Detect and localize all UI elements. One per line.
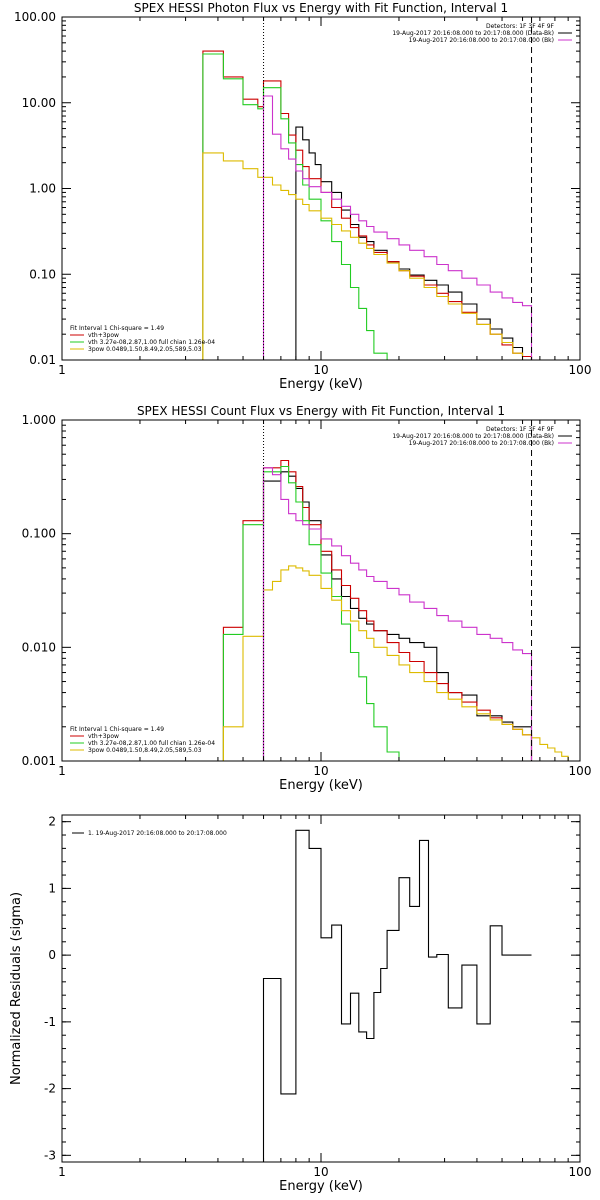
count-bottom-legend-item: Fit Interval 1 Chi-square = 1.49 (70, 726, 164, 733)
count-series-vth (222, 465, 400, 761)
count-panel: SPEX HESSI Count Flux vs Energy with Fit… (22, 404, 592, 793)
photon-panel: SPEX HESSI Photon Flux vs Energy with Fi… (14, 1, 591, 392)
resid-series-residuals (262, 829, 532, 1162)
count-ytick-label: 1.000 (22, 413, 56, 427)
photon-xtick-label: 1 (58, 363, 66, 377)
photon-ytick-label: 0.01 (29, 353, 56, 367)
count-series-bk (262, 467, 533, 761)
photon-top-legend-item: 19-Aug-2017 20:16:08.000 to 20:17:08.000… (392, 30, 554, 37)
count-ytick-label: 0.010 (22, 640, 56, 654)
photon-xtick-label: 10 (313, 363, 328, 377)
count-series-group (222, 459, 580, 761)
count-series-vth-3pow (222, 459, 533, 761)
resid-xtick-label: 10 (313, 1165, 328, 1179)
count-xlabel: Energy (keV) (279, 778, 363, 793)
photon-bottom-legend-item: 3pow 0.0489,1.50,8.49,2.05,589,5.03 (88, 346, 202, 353)
resid-series-group (262, 829, 532, 1162)
resid-xtick-label: 1 (58, 1165, 66, 1179)
count-xtick-label: 100 (569, 764, 592, 778)
resid-ytick-label: -1 (44, 1015, 56, 1029)
count-top-legend-item: 19-Aug-2017 20:16:08.000 to 20:17:08.000… (392, 433, 554, 440)
resid-ytick-label: -3 (44, 1148, 56, 1162)
photon-ytick-label: 0.10 (29, 267, 56, 281)
photon-series-data-bk (295, 126, 533, 360)
count-title: SPEX HESSI Count Flux vs Energy with Fit… (137, 404, 505, 418)
resid-ytick-label: -2 (44, 1082, 56, 1096)
count-xtick-label: 10 (313, 764, 328, 778)
count-bottom-legend-item: vth 3.27e-08,2.87,1.00 full chian 1.26e-… (88, 740, 215, 747)
resid-xtick-label: 100 (569, 1165, 592, 1179)
photon-top-legend-item: Detectors: 1F 3F 4F 9F (486, 23, 555, 30)
count-ytick-label: 0.100 (22, 527, 56, 541)
photon-ytick-label: 10.00 (22, 96, 56, 110)
photon-bottom-legend-item: Fit Interval 1 Chi-square = 1.49 (70, 325, 164, 332)
resid-legend-item: 1. 19-Aug-2017 20:16:08.000 to 20:17:08.… (88, 830, 227, 837)
photon-xtick-label: 100 (569, 363, 592, 377)
resid-ytick-label: 1 (48, 881, 56, 895)
resid-ytick-label: 2 (48, 815, 56, 829)
resid-ytick-label: 0 (48, 948, 56, 962)
resid-panel: 1 10 100 -3 -2 -1 0 1 2 Energy (keV) Normalized Re… (9, 814, 592, 1194)
photon-series-vth-3pow (202, 50, 533, 360)
count-xtick-label: 1 (58, 764, 66, 778)
photon-xlabel: Energy (keV) (279, 377, 363, 392)
resid-xlabel: Energy (keV) (279, 1179, 363, 1194)
count-top-legend-item: 19-Aug-2017 20:16:08.000 to 20:17:08.000… (409, 440, 554, 447)
photon-series-bk (262, 95, 533, 360)
count-bottom-legend-item: 3pow 0.0489,1.50,8.49,2.05,589,5.03 (88, 747, 202, 754)
photon-ytick-label: 1.00 (29, 182, 56, 196)
photon-bottom-legend-item: vth+3pow (88, 332, 119, 339)
photon-ytick-label: 100.00 (14, 10, 56, 24)
count-ytick-label: 0.001 (22, 754, 56, 768)
count-top-legend-item: Detectors: 1F 3F 4F 9F (486, 426, 555, 433)
photon-series-vth (202, 53, 388, 360)
count-series-data-bk (262, 471, 533, 761)
photon-title: SPEX HESSI Photon Flux vs Energy with Fi… (134, 1, 508, 15)
photon-series-group (202, 50, 533, 360)
photon-top-legend-item: 19-Aug-2017 20:16:08.000 to 20:17:08.000… (409, 37, 554, 44)
photon-series-3pow (202, 152, 533, 360)
count-frame (61, 419, 581, 762)
count-series-3pow (222, 565, 580, 761)
count-bottom-legend-item: vth+3pow (88, 733, 119, 740)
resid-ylabel: Normalized Residuals (sigma) (9, 892, 24, 1085)
photon-bottom-legend-item: vth 3.27e-08,2.87,1.00 full chian 1.26e-… (88, 339, 215, 346)
